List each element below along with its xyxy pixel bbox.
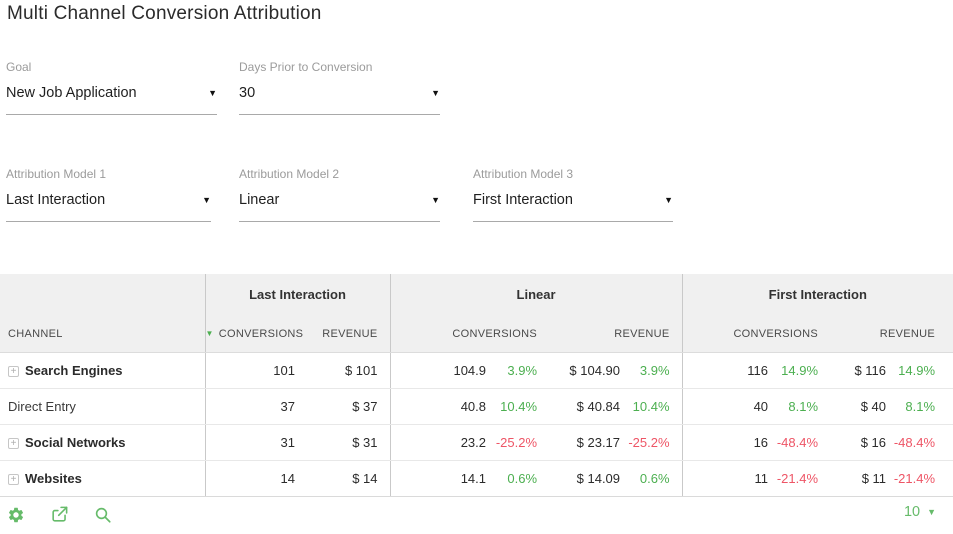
fi-revenue-value: $ 40 <box>822 388 891 425</box>
fi-revenue-value: $ 11 <box>822 460 891 497</box>
li-conversions-value: 37 <box>204 388 300 425</box>
column-header-li-revenue[interactable]: REVENUE <box>300 314 391 353</box>
group-header-last-interaction: Last Interaction <box>204 274 391 314</box>
fi-conversions-value: 116 <box>681 352 773 389</box>
attribution-model-2-select[interactable]: Attribution Model 2 Linear ▼ <box>239 167 440 222</box>
fi-revenue-change: 14.9% <box>890 352 953 389</box>
goal-select[interactable]: Goal New Job Application ▼ <box>6 60 217 115</box>
chevron-down-icon: ▼ <box>431 87 440 98</box>
attribution-model-1-value: Last Interaction <box>6 192 106 208</box>
fi-revenue-change: -48.4% <box>890 424 953 461</box>
group-header-first-interaction: First Interaction <box>681 274 953 314</box>
linear-revenue-value: $ 40.84 <box>540 388 625 425</box>
page-size-select[interactable]: 10 ▼ <box>904 504 936 520</box>
channel-cell: Direct Entry <box>0 388 205 425</box>
li-revenue-value: $ 101 <box>300 352 391 389</box>
fi-conversions-value: 40 <box>681 388 773 425</box>
linear-revenue-value: $ 23.17 <box>540 424 625 461</box>
sort-desc-icon: ▼ <box>205 328 214 338</box>
goal-label: Goal <box>6 60 32 74</box>
expand-icon[interactable]: + <box>8 473 19 485</box>
days-prior-value: 30 <box>239 85 256 101</box>
linear-conversions-value: 40.8 <box>389 388 491 425</box>
group-header-linear: Linear <box>389 274 683 314</box>
fi-conversions-value: 11 <box>681 460 773 497</box>
fi-conversions-change: -21.4% <box>772 460 823 497</box>
attribution-table: Last Interaction Linear First Interactio… <box>0 274 953 497</box>
settings-icon[interactable] <box>7 506 25 524</box>
days-prior-select[interactable]: Days Prior to Conversion 30 ▼ <box>239 60 440 115</box>
linear-conversions-change: 10.4% <box>490 388 541 425</box>
channel-name: Direct Entry <box>8 398 76 414</box>
linear-revenue-change: 0.6% <box>624 460 683 497</box>
channel-group-header <box>0 274 205 314</box>
fi-conversions-change: 8.1% <box>772 388 823 425</box>
table-footer: 10 ▼ <box>0 494 953 534</box>
page-size-value: 10 <box>903 504 921 520</box>
table-row: + Websites 14 $ 14 14.1 0.6% $ 14.09 0.6%… <box>0 460 953 497</box>
table-row: + Search Engines 101 $ 101 104.9 3.9% $ 1… <box>0 352 953 389</box>
chevron-down-icon: ▼ <box>202 194 211 205</box>
fi-revenue-value: $ 116 <box>822 352 891 389</box>
linear-conversions-value: 14.1 <box>389 460 491 497</box>
attribution-model-2-value: Linear <box>239 192 280 208</box>
li-revenue-value: $ 37 <box>300 388 391 425</box>
fi-conversions-change: 14.9% <box>772 352 823 389</box>
fi-conversions-change: -48.4% <box>772 424 823 461</box>
page-title: Multi Channel Conversion Attribution <box>7 3 322 24</box>
attribution-model-3-value: First Interaction <box>473 192 573 208</box>
column-header-linear-conversions[interactable]: CONVERSIONS <box>389 314 541 353</box>
chevron-down-icon: ▼ <box>664 194 673 205</box>
li-revenue-value: $ 14 <box>300 460 391 497</box>
attribution-model-3-label: Attribution Model 3 <box>473 167 574 181</box>
attribution-model-1-select[interactable]: Attribution Model 1 Last Interaction ▼ <box>6 167 211 222</box>
table-row: + Social Networks 31 $ 31 23.2 -25.2% $ 2… <box>0 424 953 461</box>
channel-name: Social Networks <box>25 434 126 450</box>
expand-icon[interactable]: + <box>8 365 19 377</box>
channel-name: Websites <box>25 470 82 486</box>
column-header-channel[interactable]: CHANNEL <box>0 314 205 353</box>
fi-conversions-value: 16 <box>681 424 773 461</box>
li-conversions-value: 101 <box>204 352 300 389</box>
linear-conversions-value: 104.9 <box>389 352 491 389</box>
export-icon[interactable] <box>50 505 69 524</box>
linear-revenue-change: -25.2% <box>624 424 683 461</box>
channel-cell: + Websites <box>0 460 205 497</box>
attribution-model-3-select[interactable]: Attribution Model 3 First Interaction ▼ <box>473 167 673 222</box>
channel-name: Search Engines <box>25 362 123 378</box>
linear-conversions-change: 3.9% <box>490 352 541 389</box>
li-conversions-value: 31 <box>204 424 300 461</box>
fi-revenue-change: -21.4% <box>890 460 953 497</box>
attribution-model-2-label: Attribution Model 2 <box>239 167 340 181</box>
goal-value: New Job Application <box>6 85 137 101</box>
chevron-down-icon: ▼ <box>208 87 217 98</box>
linear-conversions-change: -25.2% <box>490 424 541 461</box>
fi-revenue-change: 8.1% <box>890 388 953 425</box>
chevron-down-icon: ▼ <box>927 506 936 517</box>
column-header-linear-revenue[interactable]: REVENUE <box>540 314 683 353</box>
linear-revenue-value: $ 14.09 <box>540 460 625 497</box>
column-header-li-conversions[interactable]: ▼ CONVERSIONS <box>204 314 303 353</box>
channel-cell: + Social Networks <box>0 424 205 461</box>
fi-revenue-value: $ 16 <box>822 424 891 461</box>
linear-conversions-value: 23.2 <box>389 424 491 461</box>
column-header-fi-revenue[interactable]: REVENUE <box>822 314 953 353</box>
chevron-down-icon: ▼ <box>431 194 440 205</box>
days-prior-label: Days Prior to Conversion <box>239 60 373 74</box>
li-conversions-value: 14 <box>204 460 300 497</box>
linear-revenue-value: $ 104.90 <box>540 352 625 389</box>
search-icon[interactable] <box>94 506 112 524</box>
channel-cell: + Search Engines <box>0 352 205 389</box>
li-revenue-value: $ 31 <box>300 424 391 461</box>
linear-revenue-change: 10.4% <box>624 388 683 425</box>
expand-icon[interactable]: + <box>8 437 19 449</box>
column-header-fi-conversions[interactable]: CONVERSIONS <box>681 314 823 353</box>
linear-revenue-change: 3.9% <box>624 352 683 389</box>
linear-conversions-change: 0.6% <box>490 460 541 497</box>
table-row: Direct Entry 37 $ 37 40.8 10.4% $ 40.84 … <box>0 388 953 425</box>
attribution-model-1-label: Attribution Model 1 <box>6 167 107 181</box>
